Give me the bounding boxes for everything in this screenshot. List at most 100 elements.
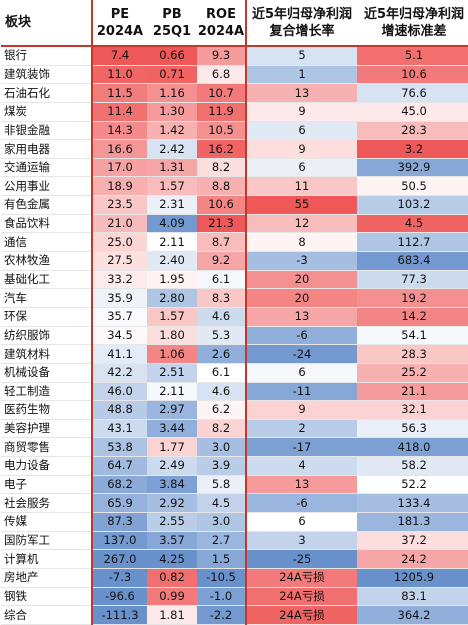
cell-pb: 2.49 — [147, 456, 197, 476]
cell-pe: -7.3 — [92, 568, 147, 588]
table-row: 食品饮料 21.0 4.09 21.3 12 4.5 — [1, 214, 468, 234]
cell-sector: 食品饮料 — [1, 214, 93, 234]
header-pe-line2: 2024A — [96, 23, 144, 39]
cell-pb: 1.31 — [147, 158, 197, 178]
cell-roe: 3.9 — [197, 456, 247, 476]
header-roe-line2: 2024A — [197, 23, 245, 39]
cell-roe: 2.7 — [197, 531, 247, 551]
cell-std: 50.5 — [357, 176, 468, 197]
cell-pe: -96.6 — [92, 587, 147, 607]
cell-std: 364.2 — [357, 605, 468, 625]
cell-sector: 环保 — [1, 307, 93, 327]
cell-roe: 4.5 — [197, 493, 247, 514]
cell-sector: 轻工制造 — [1, 382, 93, 402]
cell-growth: -17 — [246, 437, 357, 458]
cell-std: 76.6 — [357, 83, 468, 103]
cell-sector: 电子 — [1, 475, 93, 495]
cell-std: 32.1 — [357, 400, 468, 420]
cell-roe: -10.5 — [197, 568, 247, 588]
header-roe: ROE 2024A — [197, 0, 247, 47]
cell-growth: 8 — [246, 232, 357, 253]
cell-roe: 8.3 — [197, 288, 247, 308]
cell-roe: 6.1 — [197, 270, 247, 290]
cell-growth: 4 — [246, 456, 357, 476]
cell-pe: 27.5 — [92, 251, 147, 271]
cell-sector: 建筑材料 — [1, 344, 93, 364]
table-row: 美容护理 43.1 3.44 8.2 2 56.3 — [1, 419, 468, 439]
cell-pb: 2.55 — [147, 512, 197, 532]
table-row: 公用事业 18.9 1.57 8.8 11 50.5 — [1, 176, 468, 197]
cell-roe: 9.2 — [197, 251, 247, 271]
cell-pb: 2.92 — [147, 493, 197, 514]
cell-pb: 2.40 — [147, 251, 197, 271]
table-row: 社会服务 65.9 2.92 4.5 -6 133.4 — [1, 493, 468, 514]
cell-sector: 通信 — [1, 232, 93, 253]
cell-sector: 非银金融 — [1, 121, 93, 141]
header-growth-line2: 复合增长率 — [269, 23, 335, 39]
header-std-line1: 近5年归母净利润 — [363, 6, 465, 22]
cell-std: 10.6 — [357, 65, 468, 85]
cell-growth: 2 — [246, 419, 357, 439]
cell-pe: -111.3 — [92, 605, 147, 625]
cell-pb: 1.77 — [147, 437, 197, 458]
table-row: 环保 35.7 1.57 4.6 13 14.2 — [1, 307, 468, 327]
cell-roe: 3.0 — [197, 437, 247, 458]
cell-std: 52.2 — [357, 475, 468, 495]
cell-pb: 2.42 — [147, 139, 197, 159]
cell-pb: 2.11 — [147, 382, 197, 402]
cell-growth: 6 — [246, 363, 357, 383]
cell-growth: 3 — [246, 531, 357, 551]
cell-pe: 18.9 — [92, 176, 147, 197]
table-row: 家用电器 16.6 2.42 16.2 9 3.2 — [1, 139, 468, 159]
header-pb-line1: PB — [162, 6, 182, 22]
table-row: 房地产 -7.3 0.82 -10.5 24A亏损 1205.9 — [1, 568, 468, 588]
cell-std: 45.0 — [357, 102, 468, 122]
cell-std: 19.2 — [357, 288, 468, 308]
header-pb: PB 25Q1 — [147, 0, 197, 47]
cell-std: 24.2 — [357, 549, 468, 569]
header-sector-label: 板块 — [5, 15, 32, 30]
cell-growth: 9 — [246, 102, 357, 122]
cell-roe: 11.9 — [197, 102, 247, 122]
table-row: 轻工制造 46.0 2.11 4.6 -11 21.1 — [1, 382, 468, 402]
cell-roe: 6.8 — [197, 65, 247, 85]
table-row: 石油石化 11.5 1.16 10.7 13 76.6 — [1, 83, 468, 103]
cell-sector: 机械设备 — [1, 363, 93, 383]
cell-growth: 20 — [246, 288, 357, 308]
cell-sector: 电力设备 — [1, 456, 93, 476]
cell-pb: 1.16 — [147, 83, 197, 103]
cell-roe: 8.7 — [197, 232, 247, 253]
cell-pb: 3.84 — [147, 475, 197, 495]
cell-std: 54.1 — [357, 326, 468, 346]
cell-pe: 267.0 — [92, 549, 147, 569]
cell-sector: 银行 — [1, 46, 93, 66]
table-row: 银行 7.4 0.66 9.3 5 5.1 — [1, 46, 468, 66]
header-sector: 板块 — [1, 0, 93, 47]
table-row: 煤炭 11.4 1.30 11.9 9 45.0 — [1, 102, 468, 122]
cell-growth: -3 — [246, 251, 357, 271]
cell-pe: 48.8 — [92, 400, 147, 420]
cell-growth: 5 — [246, 46, 357, 66]
table-row: 交通运输 17.0 1.31 8.2 6 392.9 — [1, 158, 468, 178]
table-row: 传媒 87.3 2.55 3.0 6 181.3 — [1, 512, 468, 532]
header-growth: 近5年归母净利润 复合增长率 — [246, 0, 357, 47]
cell-sector: 公用事业 — [1, 176, 93, 197]
cell-growth: -24 — [246, 344, 357, 364]
cell-pe: 14.3 — [92, 121, 147, 141]
cell-std: 4.5 — [357, 214, 468, 234]
cell-std: 392.9 — [357, 158, 468, 178]
cell-std: 181.3 — [357, 512, 468, 532]
cell-pe: 64.7 — [92, 456, 147, 476]
cell-roe: 1.5 — [197, 549, 247, 569]
cell-std: 5.1 — [357, 46, 468, 66]
cell-pb: 0.71 — [147, 65, 197, 85]
cell-pb: 1.81 — [147, 605, 197, 625]
table-body: 银行 7.4 0.66 9.3 5 5.1 建筑装饰 11.0 0.71 6.8 1 10.6 石油石化… — [1, 46, 468, 625]
cell-roe: 10.7 — [197, 83, 247, 103]
cell-roe: 6.2 — [197, 400, 247, 420]
table-row: 农林牧渔 27.5 2.40 9.2 -3 683.4 — [1, 251, 468, 271]
cell-std: 3.2 — [357, 139, 468, 159]
cell-pb: 2.51 — [147, 363, 197, 383]
cell-pe: 137.0 — [92, 531, 147, 551]
